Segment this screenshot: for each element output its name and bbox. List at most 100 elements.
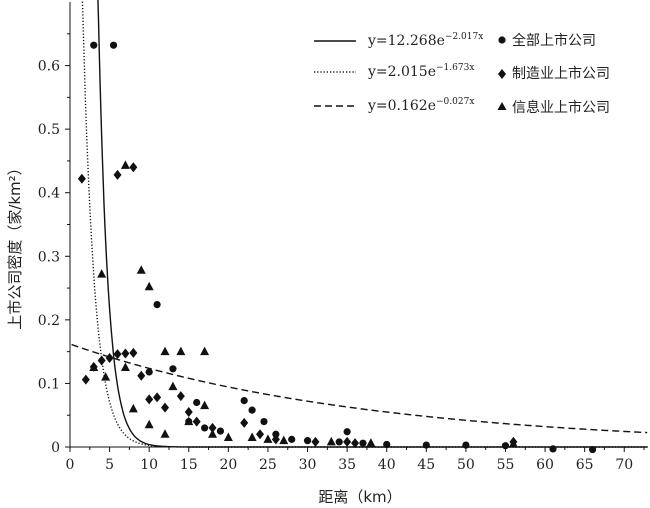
point-all-companies [343,428,351,436]
point-information [508,438,518,448]
point-all-companies [169,365,177,373]
point-all-companies [383,440,391,449]
point-manufacturing [137,370,146,381]
legend-marker-circle [498,36,506,44]
point-information [247,432,257,441]
x-tick-label: 25 [259,457,277,473]
point-all-companies [335,438,343,446]
x-tick-label: 70 [615,457,633,473]
point-information [160,429,170,438]
point-manufacturing [97,355,106,366]
point-all-companies [90,41,98,49]
point-manufacturing [176,391,185,402]
x-tick-label: 5 [105,457,114,473]
point-information [120,362,130,372]
y-tick-label: 0 [51,440,60,456]
y-tick-label: 0.4 [38,186,60,202]
point-manufacturing [145,394,154,405]
x-tick-label: 45 [417,457,435,473]
x-tick-label: 0 [66,457,75,473]
point-information [176,346,186,356]
point-information [144,281,154,291]
point-manufacturing [343,436,352,447]
point-manufacturing [161,402,170,413]
x-tick-label: 40 [378,457,396,473]
point-all-companies [145,368,153,376]
point-all-companies [248,406,256,414]
point-all-companies [303,437,312,445]
point-manufacturing [153,392,162,403]
legend-fit-solid-exp: −2.017x [445,32,483,42]
point-all-companies [216,427,225,435]
point-information [144,419,154,429]
point-all-companies [260,417,268,426]
y-tick-label: 0.2 [38,313,60,329]
point-manufacturing [311,436,320,447]
point-information [279,435,289,445]
legend-marker-triangle [497,102,507,110]
legend: y=12.268e−2.017x y=2.015e−1.673x y=0.162… [314,32,610,116]
legend-fit-solid-label: y=12.268e−2.017x [367,32,483,49]
legend-series-manufacturing: 制造业上市公司 [512,65,610,82]
point-information [97,269,107,278]
point-manufacturing [351,438,360,449]
legend-fit-dashed-label: y=0.162e−0.027x [367,97,474,114]
point-all-companies [109,41,118,49]
y-tick-label: 0.3 [38,249,60,265]
point-manufacturing [256,429,265,440]
point-information [208,429,218,438]
point-manufacturing [129,347,138,358]
legend-fit-solid-base: y=12.268e [367,33,445,49]
y-axis-title: 上市公司密度（家/km²） [6,160,24,329]
point-manufacturing [192,416,201,427]
point-all-companies [288,435,296,443]
point-all-companies [359,439,367,447]
legend-series-all: 全部上市公司 [512,32,596,49]
legend-marker-diamond [498,69,506,79]
legend-fit-dotted-exp: −1.673x [436,63,474,73]
point-all-companies [193,398,201,407]
legend-fit-dashed-exp: −0.027x [436,97,474,107]
point-information [200,346,210,356]
point-all-companies [201,424,209,432]
point-information [160,346,170,356]
legend-fit-dotted-base: y=2.015e [367,64,436,80]
point-manufacturing [113,349,122,360]
x-axis-title: 距离（km） [318,488,401,506]
legend-fit-dashed-base: y=0.162e [367,98,436,114]
point-all-companies [240,396,248,405]
x-tick-label: 35 [338,457,356,473]
point-manufacturing [77,173,86,184]
x-tick-label: 50 [457,457,475,473]
x-tick-label: 10 [140,457,158,473]
point-manufacturing [208,422,217,433]
point-manufacturing [81,374,90,385]
point-information [89,362,99,372]
y-tick-label: 0.6 [38,59,60,75]
point-information [200,400,210,410]
x-tick-label: 20 [219,457,237,473]
point-manufacturing [240,417,249,428]
point-manufacturing [129,162,138,173]
point-manufacturing [121,348,130,359]
x-tick-label: 15 [180,457,198,473]
point-information [136,265,146,274]
point-manufacturing [113,169,122,180]
point-information [223,432,233,441]
point-all-companies [588,445,597,454]
y-tick-label: 0.5 [38,122,60,138]
point-all-companies [153,301,161,309]
x-tick-label: 60 [536,457,554,473]
legend-fit-dotted-label: y=2.015e−1.673x [367,63,474,80]
point-all-companies [272,430,280,438]
point-all-companies [549,445,557,453]
fit-line-dashed [71,343,648,434]
point-information [366,438,376,447]
x-tick-label: 30 [299,457,317,473]
point-information [120,160,130,169]
point-manufacturing [105,353,114,363]
point-information [168,381,178,391]
point-information [184,416,194,426]
x-tick-label: 55 [497,457,515,473]
